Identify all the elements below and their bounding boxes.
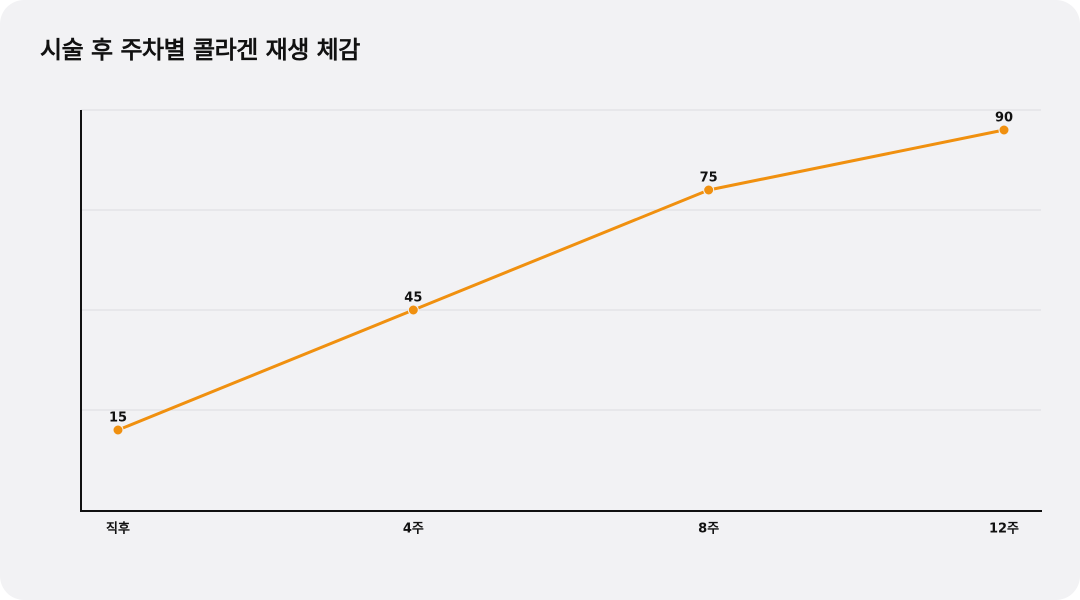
data-point: [703, 184, 715, 196]
chart-title: 시술 후 주차별 콜라겐 재생 체감: [40, 36, 360, 64]
data-point: [998, 124, 1010, 136]
data-label: 75: [700, 171, 718, 186]
x-tick-label: 직후: [106, 521, 130, 537]
x-tick-label: 12주: [989, 522, 1019, 537]
data-label: 90: [995, 111, 1013, 126]
data-point: [112, 424, 124, 436]
data-label: 45: [404, 291, 422, 306]
x-tick-label: 4주: [403, 522, 424, 537]
x-tick-label: 8주: [698, 522, 719, 537]
data-point: [407, 304, 419, 316]
data-label: 15: [109, 411, 127, 426]
line: [117, 128, 1005, 432]
